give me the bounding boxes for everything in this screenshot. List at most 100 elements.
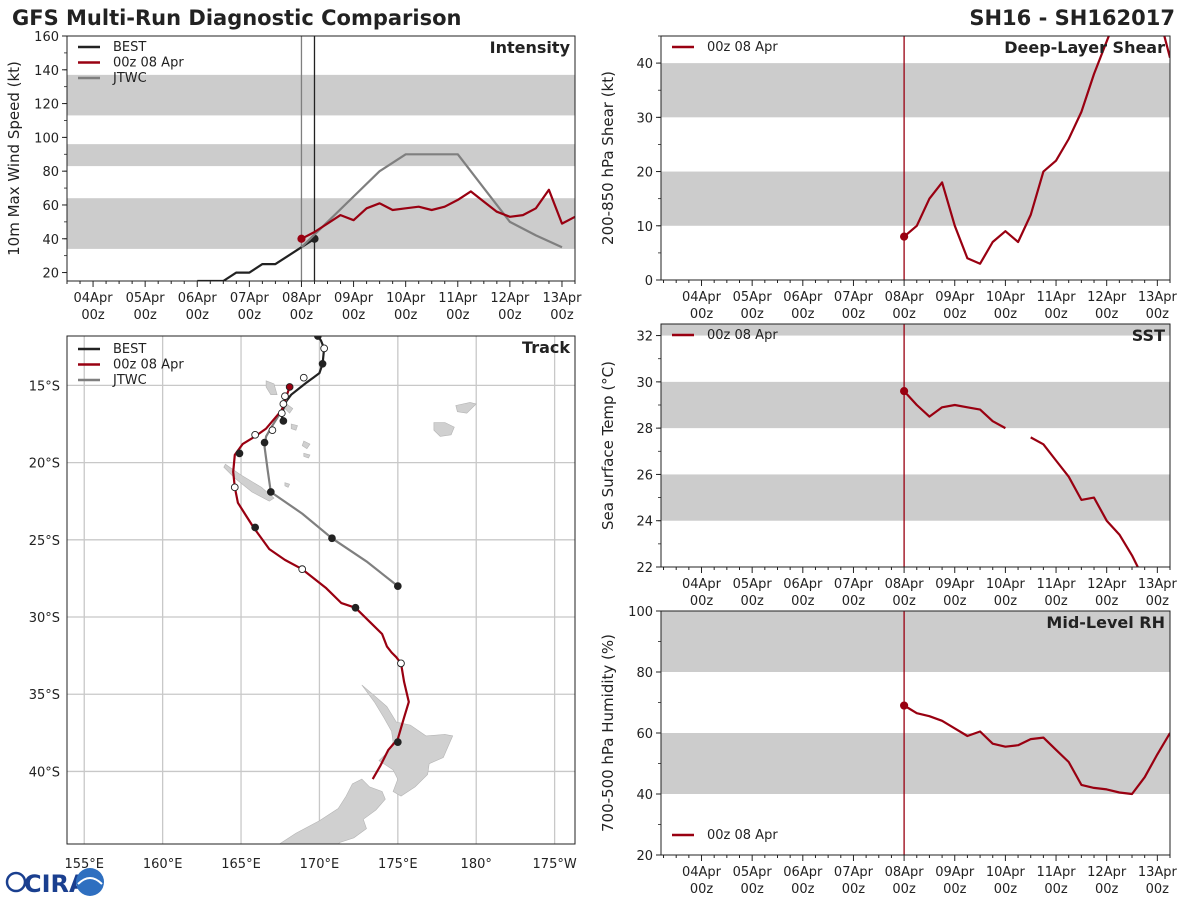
new-zealand-south-island	[278, 778, 386, 844]
track-position-marker	[277, 409, 286, 418]
sst-shaded-band	[661, 474, 1170, 521]
intensity-x-tick-hour: 00z	[238, 308, 262, 323]
track-position-marker	[268, 426, 277, 435]
track-position-marker	[279, 417, 288, 425]
intensity-x-tick-hour: 00z	[186, 308, 210, 323]
track-lat-label: 30°S	[29, 611, 60, 626]
storm-id: SH16 - SH162017	[969, 6, 1175, 30]
intensity-panel-title: Intensity	[490, 38, 571, 57]
track-position-marker	[279, 400, 288, 408]
rh-x-tick-date: 07Apr	[834, 865, 874, 880]
shear-x-tick-hour: 00z	[791, 307, 815, 322]
track-lon-label: 160°E	[143, 857, 183, 872]
sst-y-tick-label: 26	[636, 468, 653, 483]
track-position-marker	[260, 438, 269, 447]
shear-y-tick-label: 40	[636, 57, 653, 72]
shear-x-tick-hour: 00z	[690, 307, 714, 322]
intensity-shaded-band	[67, 144, 575, 167]
fiji-land	[455, 402, 477, 414]
sst-x-tick-date: 09Apr	[935, 577, 975, 592]
loyalty-islands-land	[284, 482, 291, 488]
shear-shaded-band	[661, 63, 1170, 118]
rh-panel: 20 40 60 80 100 04Apr 00z 05Apr 00z 06Apr 00z 07Apr…	[599, 605, 1178, 897]
track-lon-label: 180°	[461, 857, 492, 872]
rh-plot-area	[661, 611, 1170, 855]
intensity-x-tick-hour: 00z	[394, 308, 418, 323]
track-lat-label: 20°S	[29, 457, 60, 472]
shear-y-tick-label: 0	[645, 274, 653, 289]
rh-series-line	[903, 704, 1170, 796]
shear-x-tick-hour: 00z	[943, 307, 967, 322]
rh-y-tick-label: 100	[628, 605, 653, 620]
rh-y-tick-label: 20	[636, 849, 653, 864]
shear-x-tick-date: 10Apr	[986, 290, 1026, 305]
intensity-x-tick-date: 13Apr	[542, 291, 582, 306]
intensity-x-tick-date: 09Apr	[334, 291, 374, 306]
rh-y-tick-label: 60	[636, 727, 653, 742]
intensity-y-tick-label: 80	[42, 165, 59, 180]
intensity-y-tick-label: 20	[42, 267, 59, 282]
shear-plot-area	[661, 36, 1170, 280]
track-position-marker	[351, 603, 360, 612]
track-position-marker	[318, 359, 327, 368]
rh-x-tick-hour: 00z	[1146, 882, 1170, 897]
vanuatu-land	[290, 423, 298, 431]
intensity-x-tick-hour: 00z	[550, 308, 574, 323]
track-legend-label: JTWC	[112, 373, 147, 388]
track-position-marker	[251, 430, 259, 439]
intensity-x-tick-date: 11Apr	[438, 291, 478, 306]
rh-x-tick-hour: 00z	[892, 882, 916, 897]
track-legend-label: BEST	[113, 342, 146, 357]
logo-wave-icon	[77, 877, 103, 885]
intensity-x-tick-date: 12Apr	[490, 291, 530, 306]
track-panel-title: Track	[522, 338, 570, 357]
sst-x-tick-date: 10Apr	[986, 577, 1026, 592]
track-position-marker	[320, 344, 328, 353]
intensity-y-axis-label: 10m Max Wind Speed (kt)	[5, 61, 23, 256]
shear-y-tick-label: 10	[636, 220, 653, 235]
track-position-marker	[299, 373, 308, 382]
shear-y-tick-label: 20	[636, 166, 653, 181]
shear-x-tick-date: 08Apr	[885, 290, 925, 305]
rh-x-tick-hour: 00z	[842, 882, 866, 897]
sst-y-tick-label: 28	[636, 422, 653, 437]
track-line	[263, 394, 399, 587]
track-position-marker	[281, 392, 289, 401]
rh-x-tick-date: 05Apr	[733, 865, 773, 880]
sst-x-tick-hour: 00z	[943, 594, 967, 609]
track-position-marker	[393, 582, 402, 590]
intensity-shaded-band	[67, 74, 575, 116]
sst-x-tick-date: 06Apr	[783, 577, 823, 592]
rh-point-marker	[900, 701, 909, 710]
new-zealand-north-island	[361, 684, 454, 797]
rh-x-tick-date: 09Apr	[935, 865, 975, 880]
sst-x-tick-hour: 00z	[740, 594, 764, 609]
intensity-x-tick-date: 08Apr	[282, 291, 322, 306]
sst-x-tick-date: 04Apr	[682, 577, 722, 592]
logo-swirl-icon	[5, 871, 27, 893]
sst-plot-area	[661, 324, 1170, 567]
track-position-marker	[397, 659, 405, 668]
vanuatu-land	[303, 452, 311, 459]
rh-x-tick-date: 08Apr	[885, 865, 925, 880]
track-plot-area	[67, 336, 575, 844]
intensity-x-tick-date: 04Apr	[74, 291, 114, 306]
track-position-marker	[285, 383, 294, 391]
shear-legend-label: 00z 08 Apr	[707, 40, 778, 55]
rh-x-tick-date: 04Apr	[682, 865, 722, 880]
intensity-y-tick-label: 60	[42, 199, 59, 214]
shear-panel-title: Deep-Layer Shear	[1004, 38, 1165, 57]
sst-x-tick-date: 11Apr	[1037, 577, 1077, 592]
rh-x-tick-hour: 00z	[943, 882, 967, 897]
shear-axes-frame	[660, 35, 1171, 281]
sst-panel-title: SST	[1132, 326, 1165, 345]
intensity-y-tick-label: 40	[42, 233, 59, 248]
rh-shaded-band	[661, 611, 1170, 672]
rh-y-tick-label: 40	[636, 788, 653, 803]
rh-x-tick-date: 11Apr	[1037, 865, 1077, 880]
intensity-panel: 20 40 60 80 100 120 140 160 04Apr 00z 05Apr 00z 06Ap…	[5, 30, 582, 323]
track-lat-label: 35°S	[29, 688, 60, 703]
rh-x-tick-date: 13Apr	[1138, 865, 1178, 880]
sst-x-tick-hour: 00z	[1044, 594, 1068, 609]
